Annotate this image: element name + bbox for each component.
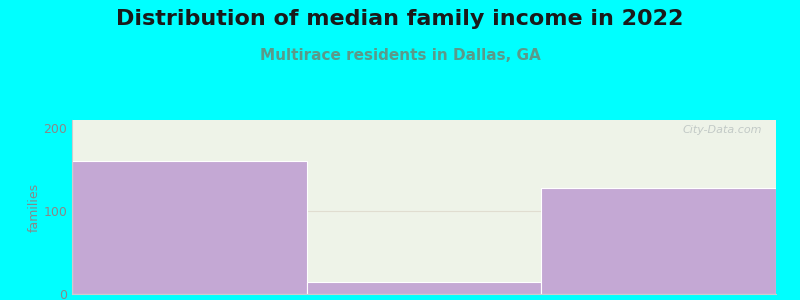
Text: Multirace residents in Dallas, GA: Multirace residents in Dallas, GA (260, 48, 540, 63)
Text: Distribution of median family income in 2022: Distribution of median family income in … (116, 9, 684, 29)
Bar (306, 282, 542, 294)
Bar (72, 161, 306, 294)
Text: City-Data.com: City-Data.com (682, 125, 762, 135)
Y-axis label: families: families (27, 182, 41, 232)
Bar (542, 188, 776, 294)
